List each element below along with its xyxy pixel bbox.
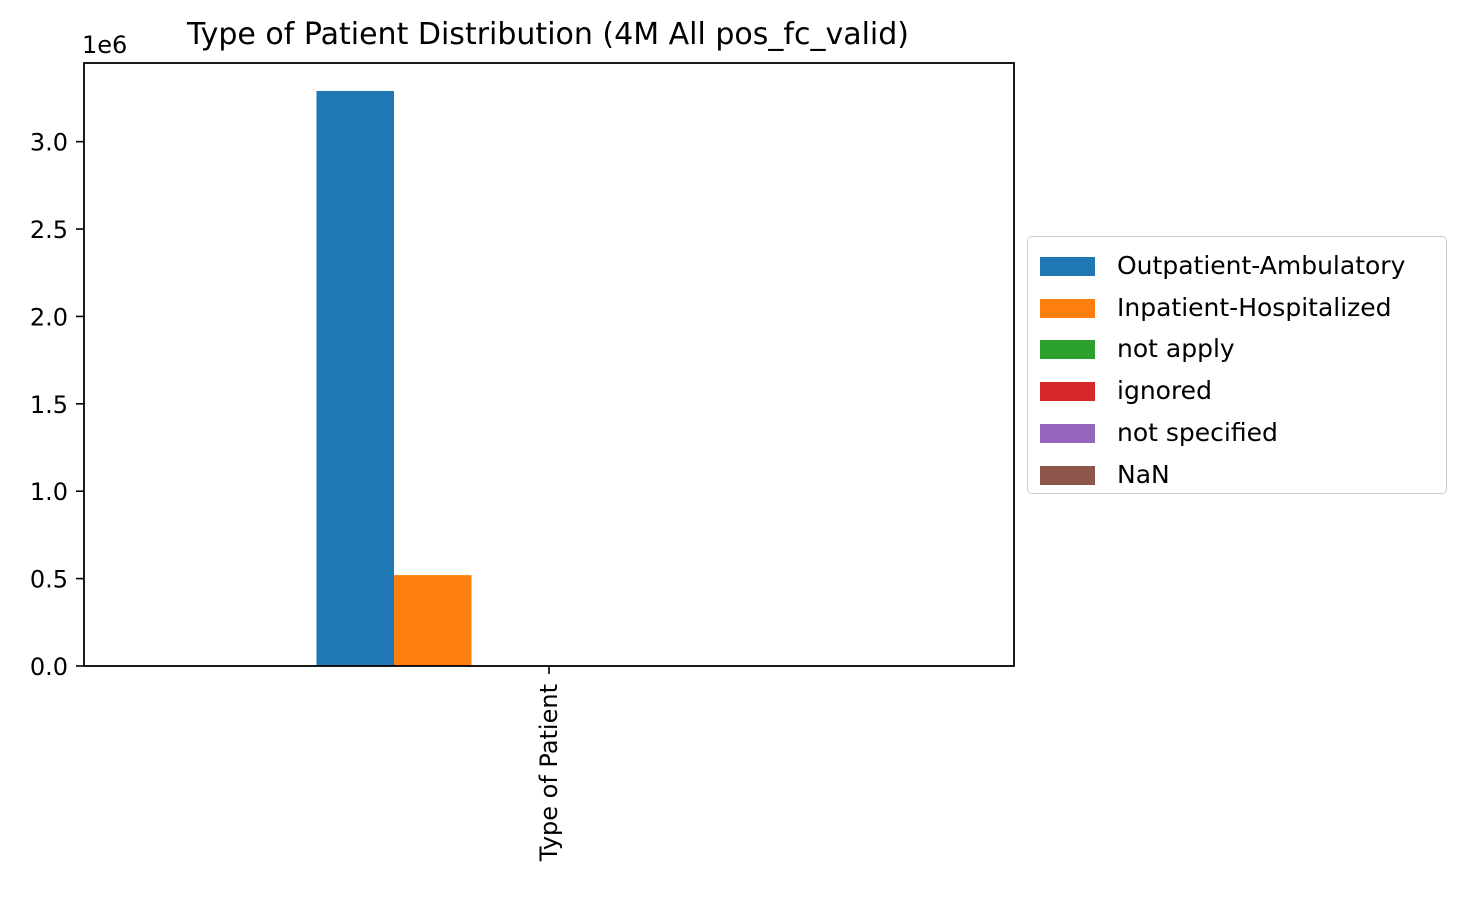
legend-swatch [1040,298,1095,318]
legend-swatch [1040,382,1095,402]
bars-group [316,90,472,667]
legend: Outpatient-Ambulatory Inpatient-Hospitali… [1027,236,1447,494]
plot-frame [83,62,1015,667]
legend-item: ignored [1028,370,1446,405]
y-tick-label: 2.0 [30,303,68,331]
y-tick-label: 1.5 [30,391,68,419]
y-tick-label: 0.0 [30,653,68,681]
legend-swatch [1040,465,1095,485]
legend-swatch [1040,423,1095,443]
y-tick-label: 2.5 [30,216,68,244]
y-tick-label: 0.5 [30,566,68,594]
chart-title: Type of Patient Distribution (4M All pos… [186,17,909,52]
legend-label: ignored [1117,376,1212,406]
legend-item: not specified [1028,412,1446,446]
bar-inpatient-hospitalized [394,575,472,666]
legend-item: Outpatient-Ambulatory [1028,245,1446,280]
y-tick-label: 3.0 [30,129,68,157]
legend-label: not apply [1117,334,1235,364]
legend-label: NaN [1117,459,1170,489]
legend-swatch [1040,257,1095,276]
y-axis: 0.0 0.5 1.0 1.5 2.0 2.5 3.0 [30,129,84,681]
legend-swatch [1040,340,1095,360]
legend-label: Outpatient-Ambulatory [1117,251,1406,280]
y-offset-label: 1e6 [82,31,127,59]
legend-item: not apply [1028,328,1446,363]
legend-label: Inpatient-Hospitalized [1117,292,1392,322]
legend-item: Inpatient-Hospitalized [1028,287,1446,321]
legend-label: not specified [1117,417,1278,447]
legend-item: NaN [1028,454,1446,488]
bar-outpatient-ambulatory [316,90,394,667]
y-tick-label: 1.0 [30,478,68,506]
x-axis: Type of Patient [535,666,563,862]
x-tick-label: Type of Patient [535,684,563,862]
